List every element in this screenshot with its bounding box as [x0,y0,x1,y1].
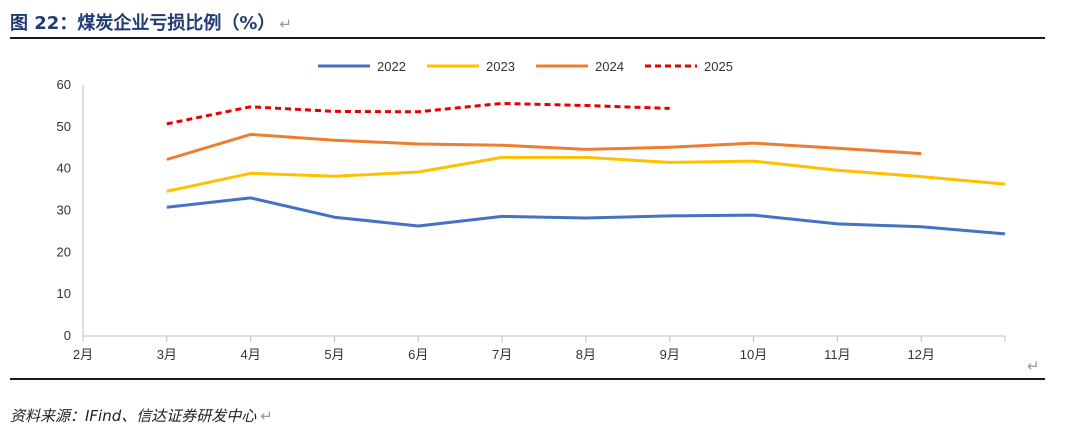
chart-plot [166,101,1006,236]
series-line-2024 [166,132,922,161]
x-tick-label: 12月 [907,347,934,362]
x-tick-label: 11月 [824,347,851,362]
chart-axes: 0 10 20 30 40 50 60 2月 3月 4月 5月 6月 7月 8月 9月 10月 11月 12月 [57,77,1006,362]
x-tick-label: 9月 [660,347,680,362]
source-return-mark: ↵ [260,407,273,425]
x-tick-label: 2月 [73,347,93,362]
return-mark: ↵ [279,15,292,33]
loss-ratio-chart: 2022 2023 2024 2025 0 10 20 30 40 50 60 2月 3月 4月 5月 6月… [57,59,1006,362]
y-tick-label: 50 [57,119,71,134]
figure-title-text: 图 22：煤炭企业亏损比例（%） [10,13,276,34]
source-note: 资料来源：IFind、信达证券研发中心 ↵ [10,405,273,426]
legend-label-2022: 2022 [377,59,406,74]
series-line-2023 [166,155,1006,193]
legend-label-2024: 2024 [595,59,624,74]
bottom-rule [10,378,1045,380]
x-tick-label: 8月 [576,347,596,362]
legend-label-2023: 2023 [486,59,515,74]
x-tick-label: 6月 [408,347,428,362]
series-line-2025 [166,101,670,126]
chart-return-mark: ↵ [1027,358,1040,375]
y-tick-label: 60 [57,77,71,92]
top-rule [10,37,1045,39]
figure-title: 图 22：煤炭企业亏损比例（%） ↵ [10,9,292,35]
source-text: 资料来源：IFind、信达证券研发中心 [10,407,257,425]
y-tick-label: 10 [57,286,71,301]
legend-label-2025: 2025 [704,59,733,74]
x-tick-label: 7月 [492,347,512,362]
y-tick-label: 40 [57,161,71,176]
y-tick-label: 0 [64,328,71,343]
x-tick-label: 5月 [324,347,344,362]
x-tick-label: 4月 [241,347,261,362]
y-tick-label: 30 [57,203,71,218]
y-tick-label: 20 [57,244,71,259]
chart-legend: 2022 2023 2024 2025 [318,59,733,74]
series-line-2022 [166,196,1006,236]
x-tick-label: 10月 [740,347,767,362]
x-tick-label: 3月 [157,347,177,362]
